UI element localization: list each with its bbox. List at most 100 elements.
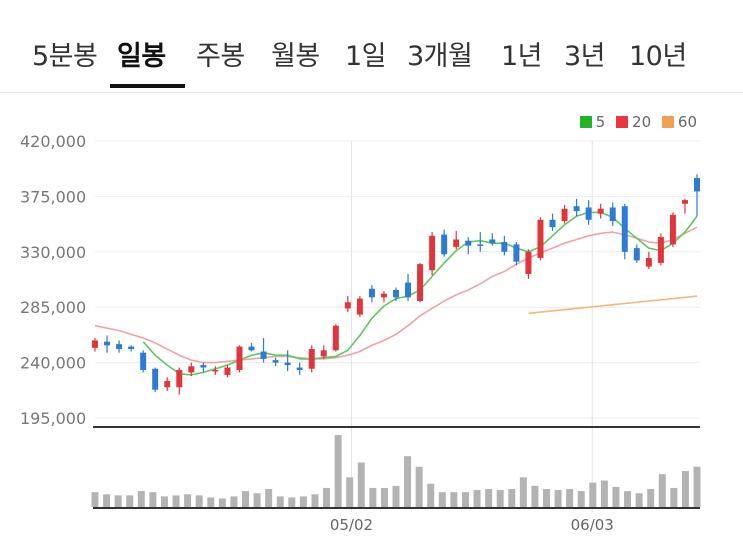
y-tick-label: 375,000 — [20, 187, 86, 206]
tab-3year[interactable]: 3년 — [564, 41, 606, 72]
candle-body — [694, 177, 700, 192]
volume-bar — [311, 494, 319, 507]
legend-label-ma5: 5 — [595, 113, 606, 131]
volume-bar — [681, 471, 689, 507]
candle-body — [224, 367, 231, 375]
legend-label-ma20: 20 — [632, 113, 652, 131]
volume-bar — [299, 496, 307, 507]
volume-bar — [461, 492, 469, 507]
tab-1year[interactable]: 1년 — [501, 41, 543, 72]
volume-bar — [415, 466, 423, 507]
candle-body — [200, 365, 207, 368]
candle-body — [441, 234, 448, 255]
y-tick-label: 420,000 — [20, 132, 86, 151]
x-tick-label: 05/02 — [330, 516, 373, 534]
volume-bar — [369, 487, 377, 507]
candle-body — [152, 368, 159, 390]
volume-bar — [288, 497, 296, 507]
volume-bar — [519, 477, 527, 507]
candle-body — [116, 344, 123, 350]
volume-bar — [172, 495, 180, 507]
candle-body — [585, 207, 592, 220]
volume-bar — [265, 489, 273, 507]
candle-body — [465, 240, 472, 246]
candle-body — [597, 208, 604, 214]
legend-label-ma60: 60 — [677, 113, 697, 131]
volume-bar — [635, 493, 643, 507]
candle-body — [645, 257, 652, 267]
candle-body — [320, 350, 327, 357]
tabs-divider — [0, 92, 743, 93]
candle-body — [260, 351, 267, 359]
volume-bar — [207, 497, 215, 507]
volume-bar — [485, 489, 493, 507]
candle-body — [525, 251, 532, 274]
y-tick-label: 285,000 — [20, 298, 86, 317]
volume-bar — [160, 496, 168, 507]
candle-body — [417, 264, 424, 302]
volume-bar — [392, 485, 400, 507]
ma-legend: 5 20 60 — [574, 113, 697, 131]
y-tick-label: 330,000 — [20, 243, 86, 262]
volume-bar — [137, 491, 145, 507]
volume-bar — [126, 495, 134, 507]
tab-3month[interactable]: 3개월 — [407, 41, 473, 72]
candle-body — [176, 369, 183, 388]
volume-bar — [91, 492, 99, 507]
candle-body — [356, 298, 363, 315]
candle-body — [489, 239, 496, 244]
volume-bar — [103, 494, 111, 507]
volume-bar — [589, 482, 597, 507]
legend-item-ma20: 20 — [616, 113, 651, 131]
tab-daily[interactable]: 일봉 — [117, 41, 166, 72]
candle-body — [272, 360, 279, 363]
volume-bar — [357, 462, 365, 507]
volume-bar — [380, 487, 388, 507]
candle-body — [549, 219, 556, 228]
volume-bar — [508, 489, 516, 507]
volume-bar — [253, 493, 261, 507]
candle-body — [236, 346, 243, 370]
candle-body — [308, 349, 315, 369]
ma60-line — [528, 295, 698, 315]
volume-bar — [218, 498, 226, 507]
y-tick-label: 240,000 — [20, 354, 86, 373]
candle-body — [405, 282, 412, 298]
volume-bar — [404, 456, 412, 507]
volume-bar — [577, 491, 585, 507]
tab-10year[interactable]: 10년 — [629, 41, 687, 72]
volume-bar — [554, 490, 562, 507]
candle-body — [453, 239, 460, 247]
tab-monthly[interactable]: 월봉 — [271, 41, 320, 72]
volume-bar — [531, 485, 539, 507]
candle-body — [393, 289, 399, 298]
tab-5min[interactable]: 5분봉 — [32, 41, 98, 72]
volume-bar — [693, 466, 701, 507]
candle-body — [104, 341, 111, 346]
volume-bar — [450, 492, 458, 507]
candle-body — [344, 302, 351, 309]
candle-body — [513, 244, 520, 262]
period-tabs: 5분봉 일봉 주봉 월봉 1일 3개월 1년 3년 10년 — [0, 0, 743, 90]
x-tick-label: 06/03 — [571, 516, 614, 534]
candle-body — [537, 219, 544, 258]
legend-item-ma60: 60 — [661, 113, 697, 131]
tab-1day[interactable]: 1일 — [345, 41, 387, 72]
volume-bar — [195, 495, 203, 507]
candle-body — [188, 366, 195, 373]
volume-bar — [566, 489, 574, 507]
candle-body — [380, 293, 387, 298]
volume-bar — [184, 494, 192, 507]
candle-body — [501, 241, 508, 252]
candle-body — [669, 214, 676, 245]
candle-body — [284, 362, 291, 366]
volume-bar — [647, 489, 655, 507]
candle-body — [368, 288, 375, 298]
legend-swatch-ma5 — [579, 116, 592, 128]
volume-bar — [600, 480, 608, 507]
tab-weekly[interactable]: 주봉 — [196, 41, 245, 72]
candle-body — [296, 367, 303, 370]
volume-bar — [242, 491, 249, 507]
volume-bar — [473, 490, 481, 507]
